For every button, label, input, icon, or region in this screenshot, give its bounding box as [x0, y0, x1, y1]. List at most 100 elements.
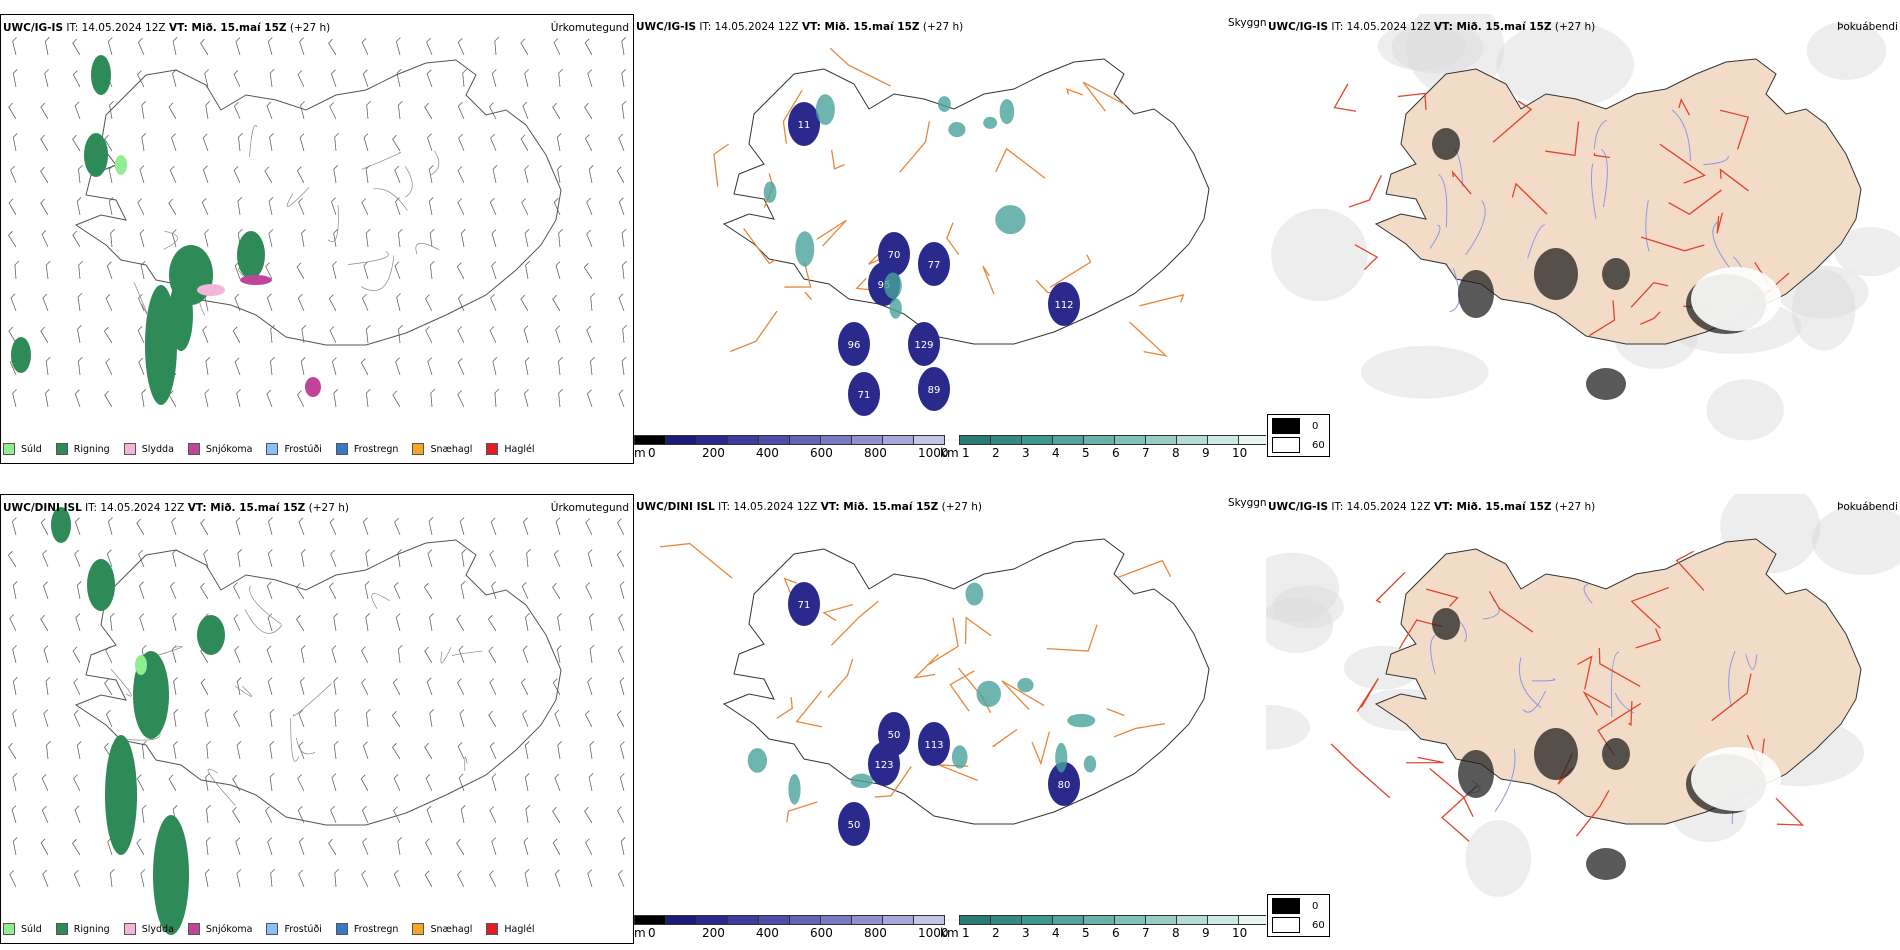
- wind-barb: [12, 133, 18, 152]
- wind-barb: [297, 390, 305, 408]
- wind-barb: [522, 101, 529, 120]
- wind-barb: [492, 357, 498, 376]
- wind-barb: [72, 646, 81, 664]
- wind-barb: [361, 805, 369, 824]
- visibility-area: [976, 680, 1002, 708]
- wind-barb: [204, 69, 209, 88]
- road: [1425, 588, 1459, 607]
- wind-barb: [140, 261, 146, 280]
- wind-barb: [12, 676, 18, 696]
- legend-item-frd: Frostúði: [266, 923, 322, 935]
- wind-barb: [334, 132, 339, 152]
- wind-barb: [139, 165, 145, 184]
- road: [830, 149, 846, 170]
- road: [1106, 708, 1125, 717]
- fog-map: [1271, 14, 1900, 441]
- swatch: [123, 443, 136, 455]
- visibility-area: [951, 745, 968, 769]
- wind-barb: [270, 356, 275, 376]
- wind-barb: [269, 68, 275, 88]
- wind-barb: [585, 582, 593, 600]
- wind-barb: [361, 870, 369, 888]
- terrain-line: [361, 151, 401, 170]
- wind-barb: [617, 645, 625, 664]
- precip-type-panel-bottom: UWC/DINI ISL IT: 14.05.2024 12Z VT: Mið.…: [0, 494, 634, 944]
- wind-barb: [204, 868, 210, 888]
- wind-barb: [78, 260, 83, 280]
- visibility-area: [763, 181, 777, 203]
- wind-barb: [138, 549, 145, 568]
- wind-barb: [523, 837, 529, 856]
- swatch: [1272, 917, 1300, 933]
- wind-barb: [361, 678, 369, 696]
- wind-barb: [462, 68, 467, 88]
- wind-barb: [587, 69, 593, 88]
- wind-barb: [265, 262, 273, 280]
- panel-header: UWC/IG-IS IT: 14.05.2024 12Z VT: Mið. 15…: [636, 21, 964, 33]
- wind-barb: [298, 741, 305, 760]
- wind-barb: [555, 261, 561, 280]
- road: [816, 219, 847, 247]
- fog-area: [1458, 750, 1494, 798]
- wind-barb: [491, 229, 497, 248]
- wind-barb: [584, 710, 593, 728]
- wind-barb: [331, 645, 337, 664]
- road: [1129, 321, 1169, 357]
- wind-barb: [12, 645, 17, 664]
- wind-barb: [457, 101, 465, 120]
- road: [1113, 723, 1165, 738]
- fog-legend: 0 60: [1267, 894, 1330, 937]
- wind-barb: [44, 69, 49, 88]
- road: [1545, 121, 1580, 157]
- fog-shade-area: [1496, 21, 1634, 109]
- road: [786, 801, 818, 823]
- wind-barb: [521, 198, 529, 216]
- wind-barb: [173, 740, 178, 760]
- visibility-panel-top: UWC/IG-IS IT: 14.05.2024 12Z VT: Mið. 15…: [634, 14, 1266, 464]
- wind-barb: [232, 774, 241, 792]
- wind-barb: [202, 133, 209, 152]
- terrain-line: [405, 166, 413, 198]
- snow-area: [305, 377, 321, 397]
- road: [1082, 81, 1126, 112]
- wind-barb: [268, 229, 274, 248]
- road: [1031, 731, 1050, 766]
- wind-barb: [41, 805, 49, 824]
- wind-barb: [139, 613, 145, 632]
- wind-barb: [457, 166, 465, 184]
- colorbar-segment: [789, 915, 820, 925]
- river: [1593, 119, 1607, 150]
- wind-barb: [109, 100, 114, 120]
- wind-barb: [491, 773, 497, 792]
- fog-shade-area: [1271, 208, 1368, 302]
- legend-item-frr: Frostregn: [335, 443, 398, 455]
- wind-barb: [110, 228, 115, 248]
- visibility-area: [937, 96, 951, 112]
- wind-barb: [300, 645, 306, 664]
- low-visibility-area: [1048, 762, 1080, 806]
- wind-barb: [237, 548, 243, 568]
- wind-barb: [397, 228, 403, 248]
- fog-shade-area: [1806, 21, 1887, 80]
- wind-barb: [12, 37, 17, 56]
- visibility-m-colorbar: [634, 915, 945, 925]
- wind-barb: [11, 805, 17, 824]
- low-visibility-area: [788, 582, 820, 626]
- wind-barb: [75, 613, 81, 632]
- wind-barb: [204, 709, 210, 728]
- colorbar-segment: [1207, 435, 1238, 445]
- tick-label: 10: [1232, 446, 1248, 460]
- wind-barb: [40, 326, 49, 344]
- road: [1593, 153, 1611, 159]
- colorbar-segment: [820, 435, 851, 445]
- wind-barb: [361, 38, 369, 56]
- wind-barb: [298, 709, 305, 728]
- wind-barb: [489, 197, 497, 216]
- iceland-coastline: [722, 538, 1210, 825]
- swatch: [412, 923, 425, 935]
- wind-barb: [266, 645, 273, 664]
- wind-barb: [621, 68, 626, 88]
- tick-label: 4: [1052, 926, 1060, 940]
- wind-barb: [458, 133, 465, 152]
- wind-barb: [267, 837, 273, 856]
